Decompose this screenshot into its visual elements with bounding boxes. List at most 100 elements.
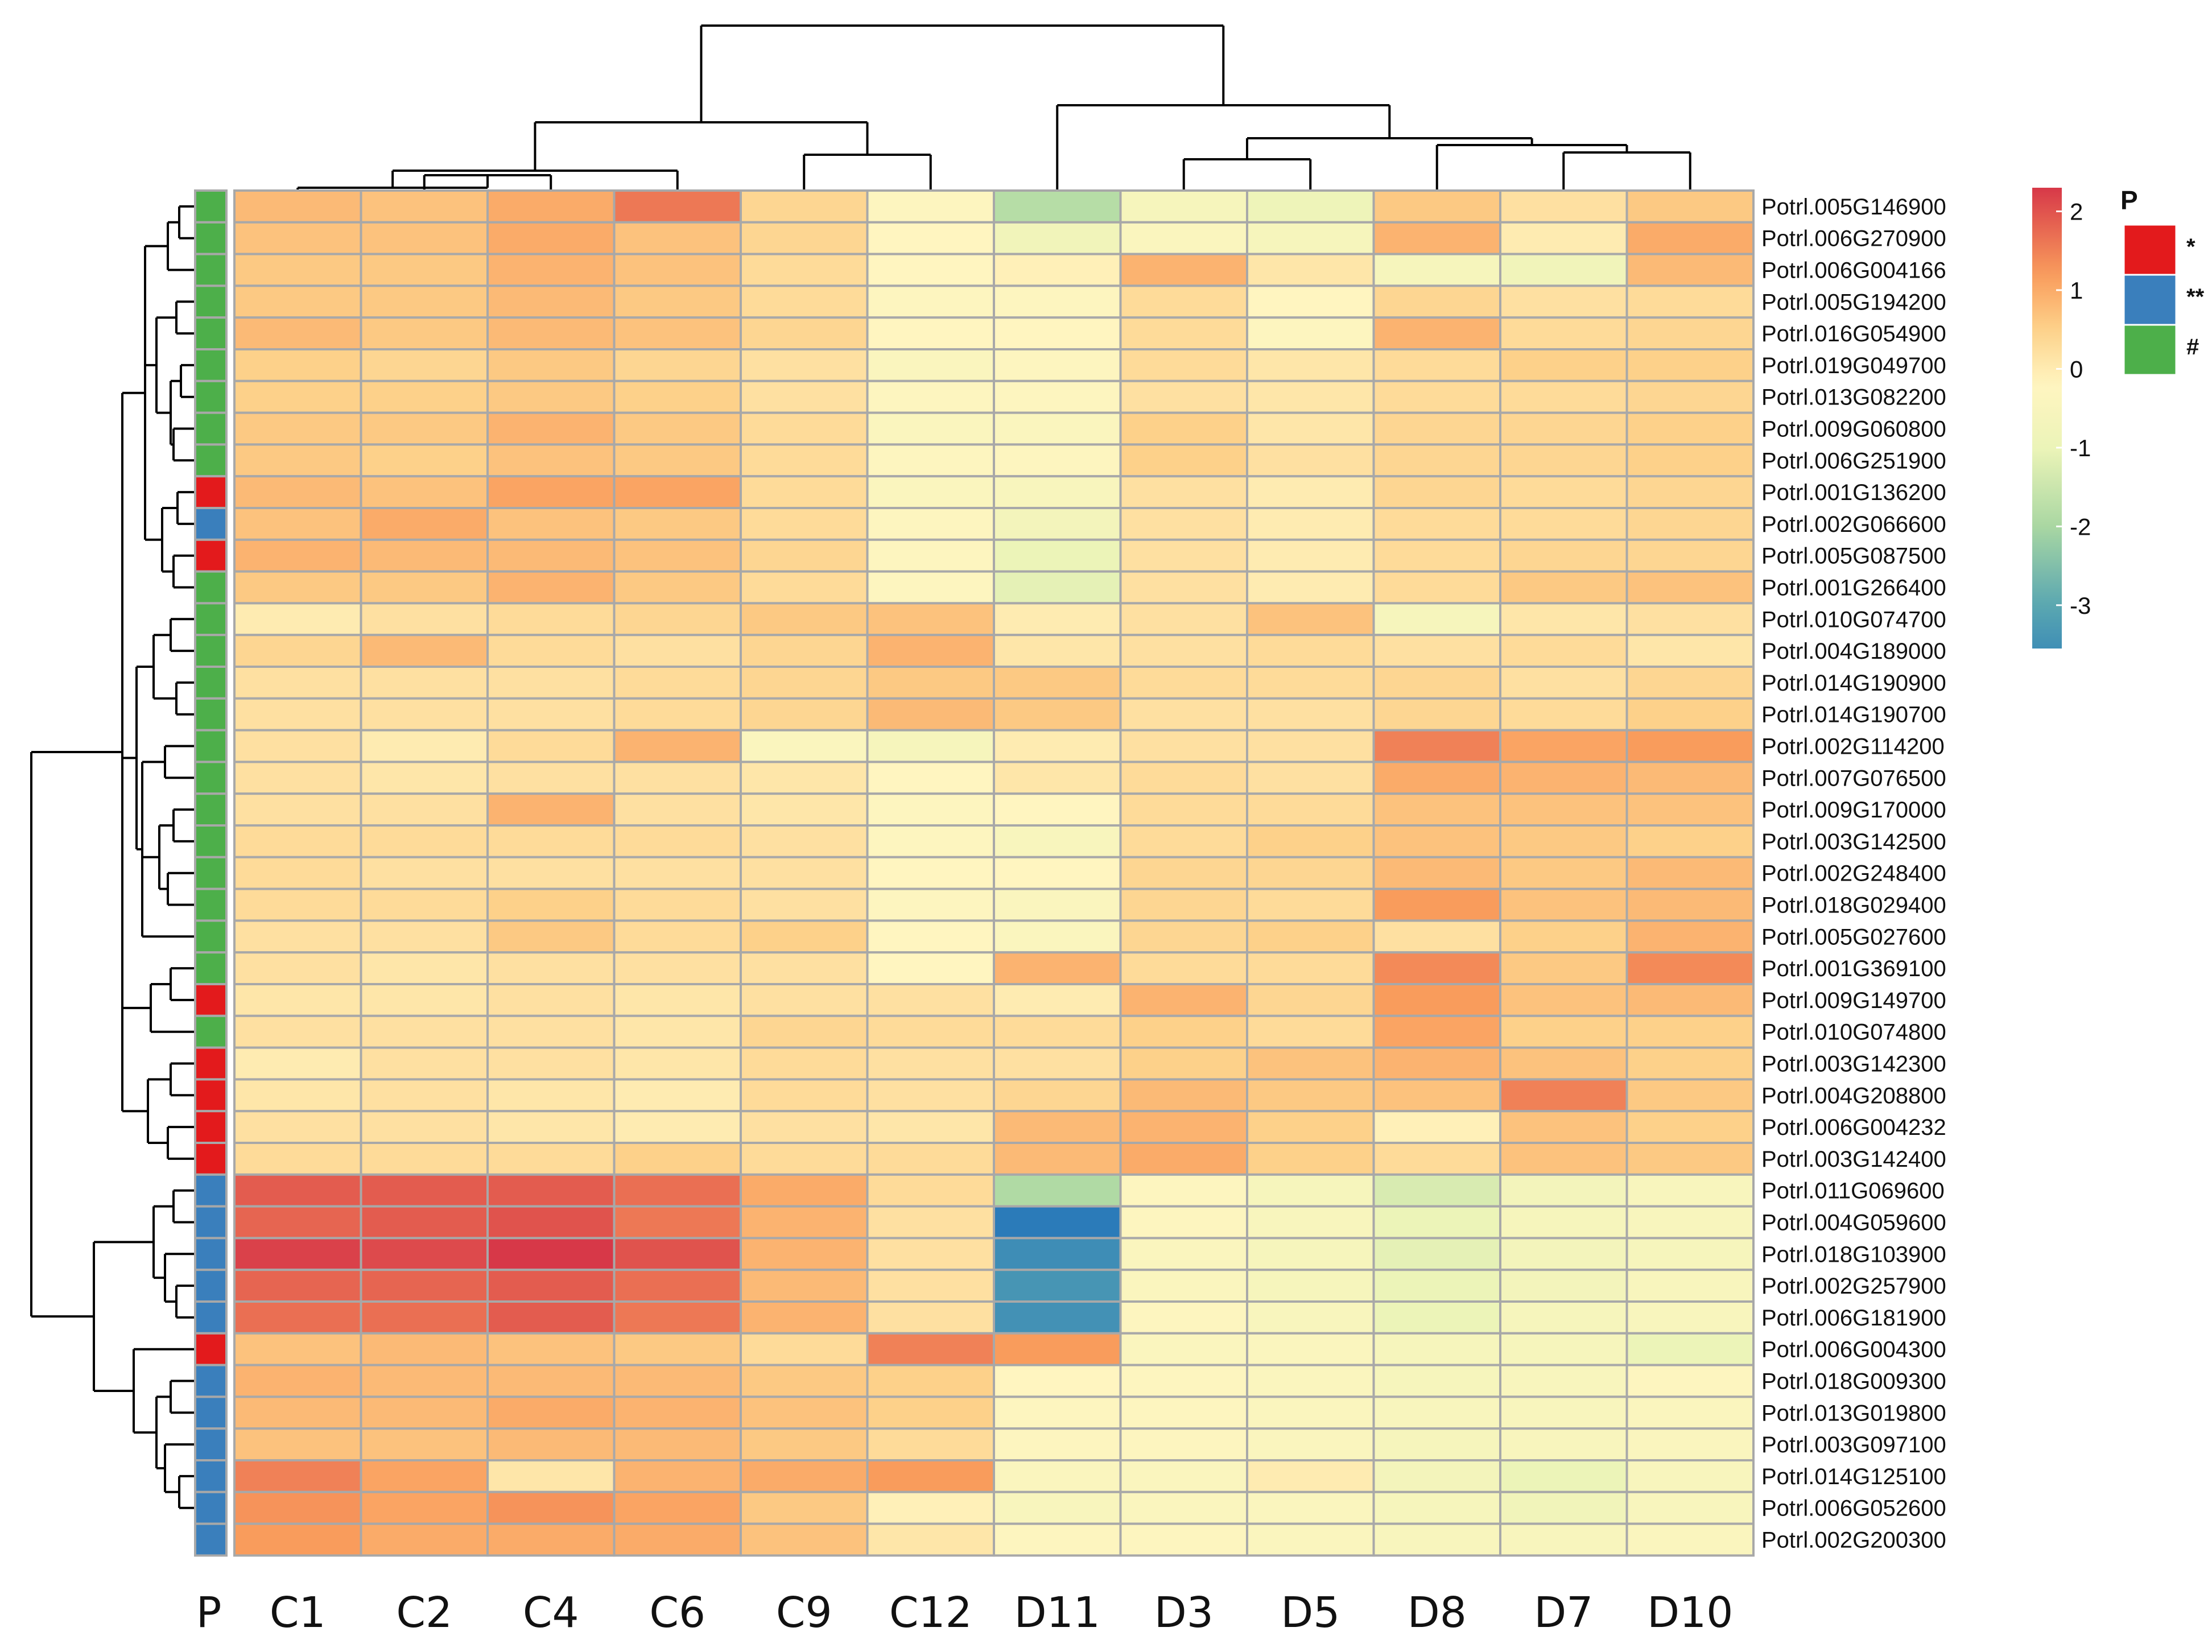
- heatmap-cell: [360, 1332, 489, 1366]
- heatmap-cell: [1372, 1300, 1501, 1335]
- heatmap-cells: [233, 189, 1755, 1557]
- heatmap-cell: [1246, 379, 1375, 414]
- heatmap-cell: [993, 1046, 1122, 1081]
- p-annotation-cell: [194, 1459, 228, 1493]
- heatmap-cell: [866, 1046, 995, 1081]
- row-label: Potrl.001G136200: [1761, 480, 1946, 505]
- heatmap-cell: [740, 221, 869, 255]
- row-label: Potrl.002G114200: [1761, 734, 1945, 759]
- heatmap-cell: [740, 761, 869, 795]
- heatmap-cell: [613, 983, 742, 1017]
- heatmap-cell: [866, 443, 995, 478]
- heatmap-cell: [740, 379, 869, 414]
- heatmap-cell: [1499, 983, 1628, 1017]
- heatmap-cell: [233, 1046, 362, 1081]
- heatmap-cell: [486, 856, 616, 890]
- heatmap-cell: [1246, 1490, 1375, 1525]
- heatmap-cell: [866, 983, 995, 1017]
- heatmap-cell: [1246, 1522, 1375, 1557]
- heatmap-cell: [1246, 1046, 1375, 1081]
- row-label: Potrl.005G027600: [1761, 924, 1946, 949]
- heatmap-cell: [740, 475, 869, 510]
- heatmap-cell: [1499, 411, 1628, 446]
- p-annotation-cell: [194, 1078, 228, 1113]
- heatmap-cell: [1625, 1459, 1755, 1493]
- heatmap-cell: [360, 1269, 489, 1303]
- heatmap-cell: [1372, 1205, 1501, 1240]
- heatmap-cell: [233, 379, 362, 414]
- heatmap-cell: [1499, 1046, 1628, 1081]
- row-label: Potrl.014G125100: [1761, 1464, 1946, 1489]
- heatmap-cell: [740, 1237, 869, 1271]
- heatmap-cell: [613, 634, 742, 668]
- heatmap-cell: [740, 348, 869, 382]
- heatmap-cell: [1625, 951, 1755, 985]
- row-label: Potrl.011G069600: [1761, 1179, 1945, 1204]
- heatmap-cell: [233, 1300, 362, 1335]
- p-annotation-cell: [194, 1269, 228, 1303]
- heatmap-cell: [1372, 1014, 1501, 1049]
- heatmap-cell: [1499, 1332, 1628, 1366]
- heatmap-cell: [360, 1300, 489, 1335]
- heatmap-cell: [360, 983, 489, 1017]
- heatmap-cell: [613, 316, 742, 351]
- heatmap-cell: [993, 284, 1122, 319]
- heatmap-cell: [1119, 1173, 1248, 1208]
- heatmap-cell: [740, 316, 869, 351]
- heatmap-cell: [1372, 570, 1501, 605]
- heatmap-cell: [1499, 316, 1628, 351]
- heatmap-cell: [1372, 1173, 1501, 1208]
- heatmap-cell: [360, 316, 489, 351]
- column-label: C6: [649, 1588, 705, 1637]
- heatmap-cell: [613, 1490, 742, 1525]
- heatmap-cell: [1625, 1364, 1755, 1398]
- heatmap-cell: [993, 316, 1122, 351]
- heatmap-cell: [486, 792, 616, 827]
- row-label: Potrl.014G190700: [1761, 703, 1946, 728]
- heatmap-cell: [866, 1014, 995, 1049]
- row-label: Potrl.006G181900: [1761, 1306, 1946, 1331]
- heatmap-cell: [866, 284, 995, 319]
- heatmap-cell: [740, 824, 869, 858]
- heatmap-cell: [1246, 1427, 1375, 1461]
- heatmap-cell: [1119, 1014, 1248, 1049]
- p-legend-label: *: [2186, 234, 2196, 259]
- p-annotation-cell: [194, 189, 228, 224]
- heatmap-cell: [1246, 792, 1375, 827]
- heatmap-cell: [233, 602, 362, 637]
- heatmap-cell: [740, 1300, 869, 1335]
- heatmap-cell: [993, 253, 1122, 287]
- heatmap-cell: [1246, 1459, 1375, 1493]
- row-label: Potrl.003G142400: [1761, 1147, 1946, 1172]
- heatmap-cell: [1499, 602, 1628, 637]
- heatmap-cell: [1625, 1490, 1755, 1525]
- heatmap-cell: [866, 475, 995, 510]
- p-annotation-cell: [194, 1110, 228, 1144]
- heatmap-cell: [1499, 951, 1628, 985]
- heatmap-cell: [1372, 1490, 1501, 1525]
- heatmap-cell: [993, 1490, 1122, 1525]
- heatmap-cell: [1499, 1110, 1628, 1144]
- heatmap-cell: [993, 221, 1122, 255]
- heatmap-cell: [360, 602, 489, 637]
- color-scale-tick-label: -2: [2070, 513, 2091, 540]
- heatmap-cell: [993, 856, 1122, 890]
- heatmap-cell: [233, 348, 362, 382]
- heatmap-cell: [486, 475, 616, 510]
- heatmap-cell: [740, 792, 869, 827]
- row-label: Potrl.002G200300: [1761, 1528, 1946, 1553]
- heatmap-cell: [233, 919, 362, 954]
- heatmap-cell: [486, 1332, 616, 1366]
- heatmap-cell: [1625, 983, 1755, 1017]
- heatmap-cell: [1499, 1078, 1628, 1113]
- heatmap-cell: [1119, 1490, 1248, 1525]
- heatmap-cell: [1625, 1269, 1755, 1303]
- heatmap-cell: [1119, 919, 1248, 954]
- p-legend-label: **: [2186, 284, 2205, 309]
- row-label: Potrl.002G248400: [1761, 861, 1946, 886]
- heatmap-cell: [740, 634, 869, 668]
- heatmap-cell: [866, 379, 995, 414]
- column-label: C9: [776, 1588, 832, 1637]
- color-scale-tick-label: 0: [2070, 356, 2083, 382]
- heatmap-cell: [993, 570, 1122, 605]
